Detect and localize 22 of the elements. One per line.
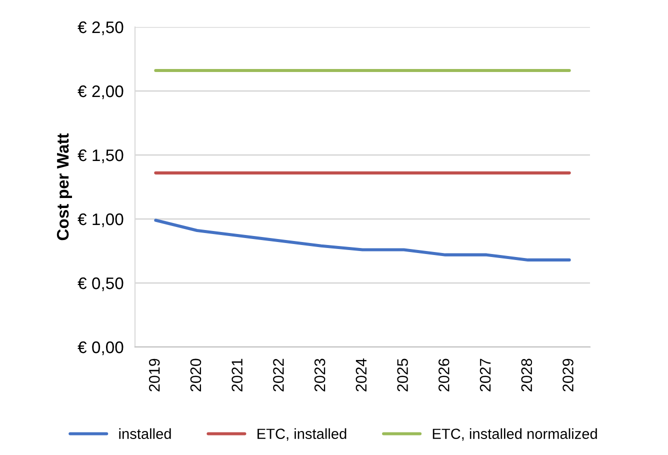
x-tick-label: 2023 xyxy=(314,358,326,392)
y-tick-label: € 0,50 xyxy=(78,277,124,292)
y-tick-label: € 1,50 xyxy=(78,149,124,164)
x-tick-label: 2029 xyxy=(562,358,574,392)
x-tick-label: 2026 xyxy=(438,358,450,392)
y-tick-label: € 2,00 xyxy=(78,85,124,100)
x-tick-label: 2021 xyxy=(232,358,243,392)
x-tick-label: 2025 xyxy=(397,358,408,392)
y-axis-title: Cost per Watt xyxy=(56,133,72,240)
x-tick-label: 2028 xyxy=(521,358,532,392)
legend-label: installed xyxy=(119,428,171,439)
y-tick-label: € 0,00 xyxy=(78,341,124,356)
x-tick-label: 2027 xyxy=(480,358,491,392)
x-tick-label: 2022 xyxy=(273,358,284,392)
x-tick-label: 2020 xyxy=(190,358,202,392)
y-tick-label: € 2,50 xyxy=(78,21,124,36)
line-series xyxy=(154,218,571,262)
x-tick-label: 2019 xyxy=(148,358,160,392)
legend-label: ETC, installed normalized xyxy=(432,428,597,441)
x-tick-label: 2024 xyxy=(356,358,367,392)
legend-label: ETC, installed xyxy=(258,428,346,441)
y-tick-label: € 1,00 xyxy=(78,213,124,228)
